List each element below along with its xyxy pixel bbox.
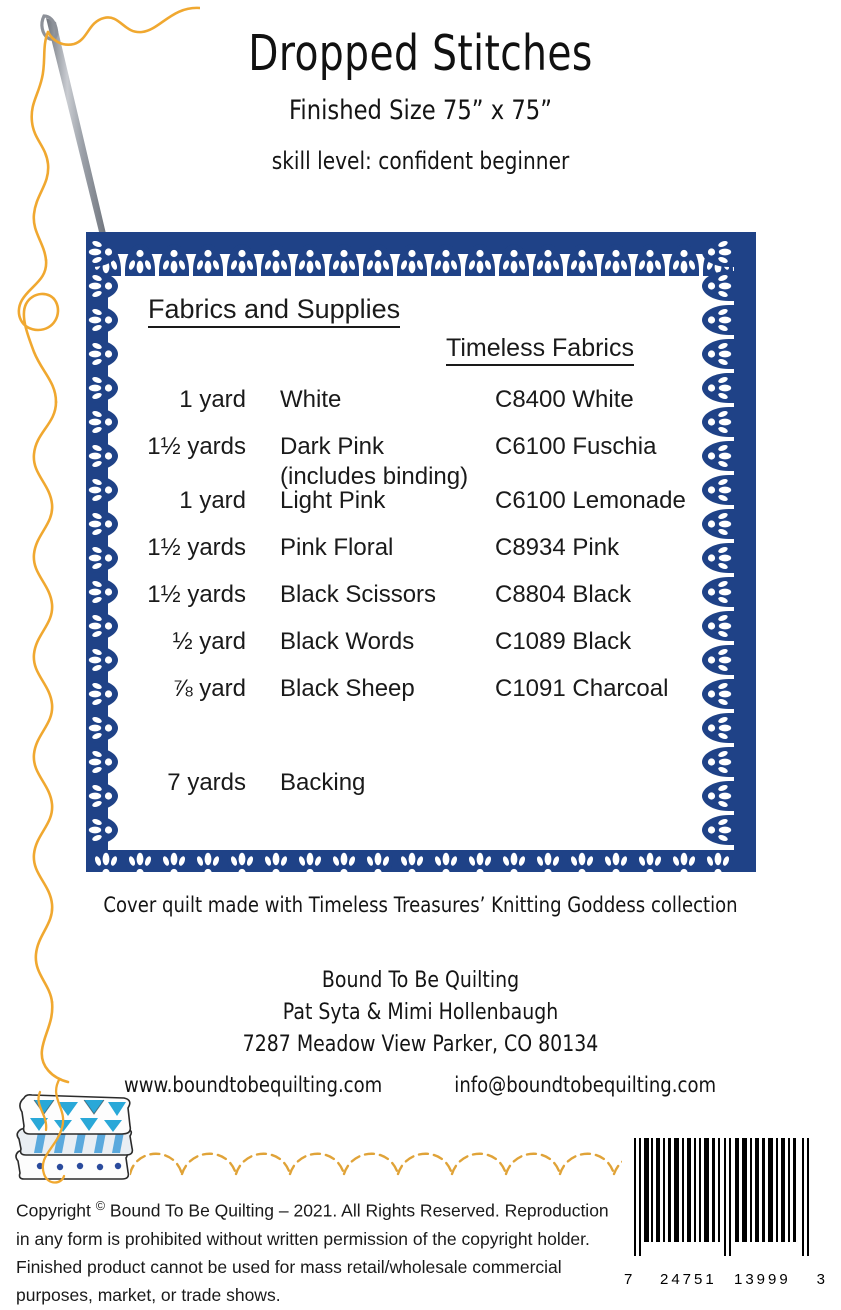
fabric-name: Backing xyxy=(280,769,366,797)
table-row: 7 yards Backing xyxy=(130,771,728,818)
fabric-name-note: (includes binding) xyxy=(280,463,469,491)
finished-size-text: Finished Size 75” x 75” xyxy=(289,95,552,127)
fabric-supplies-table: 1 yard White C8400 White 1½ yards Dark P… xyxy=(130,388,728,818)
table-spacer-row xyxy=(130,724,728,771)
fabric-code: C6100 Lemonade xyxy=(495,487,686,515)
fabric-name: Dark Pink (includes binding) xyxy=(280,435,495,489)
copyright-text: Copyright © Bound To Be Quilting – 2021.… xyxy=(16,1196,616,1310)
fabric-qty: 1 yard xyxy=(179,386,246,414)
fabric-name: Light Pink xyxy=(280,487,386,515)
company-info-block: Bound To Be Quilting Pat Syta & Mimi Hol… xyxy=(0,968,841,1057)
fabric-code: C8400 White xyxy=(495,386,634,414)
copyright-symbol: © xyxy=(95,1199,106,1213)
folded-quilt-stack-icon xyxy=(4,1076,164,1186)
table-row: ½ yard Black Words C1089 Black xyxy=(130,630,728,677)
fabric-code: C1089 Black xyxy=(495,628,632,656)
barcode-left-group: 24751 xyxy=(660,1271,717,1288)
fabric-code: C8804 Black xyxy=(495,581,632,609)
fabric-qty: 1½ yards xyxy=(147,534,246,562)
fabric-code: C1091 Charcoal xyxy=(495,675,669,703)
fabric-qty: 1½ yards xyxy=(147,433,246,461)
fabric-qty: ⅞ yard xyxy=(172,675,246,703)
supplies-heading: Fabrics and Supplies xyxy=(148,294,401,329)
barcode-lead-digit: 7 xyxy=(624,1271,633,1288)
fabric-name-text: Dark Pink xyxy=(280,433,385,461)
barcode-trail-digit: 3 xyxy=(816,1271,825,1288)
fabric-qty: 1½ yards xyxy=(147,581,246,609)
barcode-digits: 7 24751 13999 3 xyxy=(622,1266,827,1288)
table-row: 1 yard White C8400 White xyxy=(130,388,728,435)
skill-level-text: skill level: confident beginner xyxy=(271,147,570,176)
fabric-code: C8934 Pink xyxy=(495,534,620,562)
fabric-code xyxy=(495,771,728,818)
title-block: Dropped Stitches Finished Size 75” x 75”… xyxy=(0,25,841,176)
vendor-heading: Timeless Fabrics xyxy=(446,334,634,367)
pattern-title: Dropped Stitches xyxy=(248,25,593,82)
fabric-name: White xyxy=(280,386,342,414)
vendor-heading-row: Timeless Fabrics xyxy=(130,334,728,367)
company-address: 7287 Meadow View Parker, CO 80134 xyxy=(242,1032,599,1057)
supplies-panel: Fabrics and Supplies Timeless Fabrics 1 … xyxy=(86,232,756,872)
supplies-heading-row: Fabrics and Supplies xyxy=(130,276,728,329)
table-row: 1½ yards Pink Floral C8934 Pink xyxy=(130,536,728,583)
copyright-prefix: Copyright xyxy=(16,1200,96,1221)
company-authors: Pat Syta & Mimi Hollenbaugh xyxy=(282,1000,559,1025)
table-row: 1 yard Light Pink C6100 Lemonade xyxy=(130,489,728,536)
table-row: 1½ yards Black Scissors C8804 Black xyxy=(130,583,728,630)
fabric-code: C6100 Fuschia xyxy=(495,433,657,461)
barcode-right-group: 13999 xyxy=(734,1271,791,1288)
table-row: ⅞ yard Black Sheep C1091 Charcoal xyxy=(130,677,728,724)
barcode-bars xyxy=(622,1136,827,1258)
web-contact-block: www.boundtobequilting.com info@boundtobe… xyxy=(0,1073,841,1097)
copyright-line1: Bound To Be Quilting – 2021. All Rights … xyxy=(105,1200,500,1221)
fabric-qty: 7 yards xyxy=(167,769,246,797)
scallop-dashed-divider-icon xyxy=(128,1140,652,1196)
fabric-name: Black Words xyxy=(280,628,415,656)
company-website-link[interactable]: www.boundtobequilting.com xyxy=(124,1073,383,1097)
fabric-qty: 1 yard xyxy=(179,487,246,515)
fabric-name: Pink Floral xyxy=(280,534,394,562)
company-email-link[interactable]: info@boundtobequilting.com xyxy=(454,1073,717,1097)
collection-credit-text: Cover quilt made with Timeless Treasures… xyxy=(103,893,738,917)
table-row: 1½ yards Dark Pink (includes binding) C6… xyxy=(130,435,728,489)
fabric-qty: ½ yard xyxy=(172,628,246,656)
company-name: Bound To Be Quilting xyxy=(321,968,520,993)
fabric-name: Black Scissors xyxy=(280,581,437,609)
upc-barcode-icon: 7 24751 13999 3 xyxy=(622,1136,827,1288)
fabric-name: Black Sheep xyxy=(280,675,415,703)
